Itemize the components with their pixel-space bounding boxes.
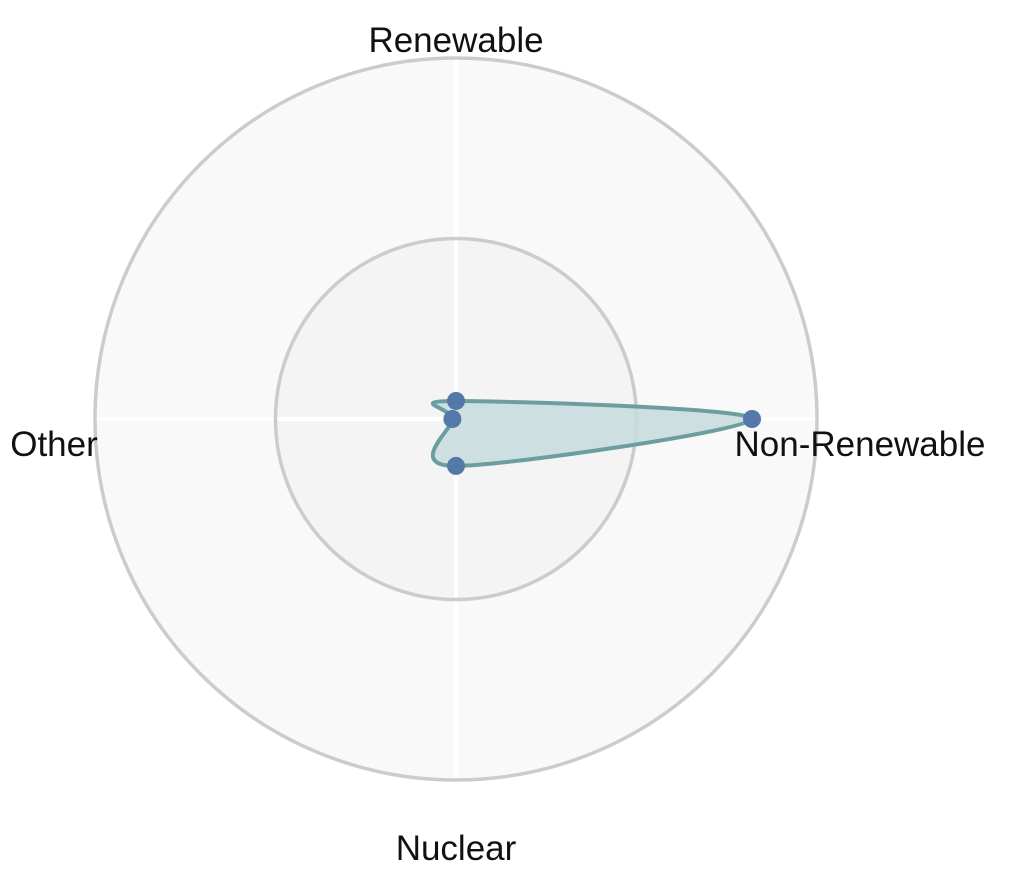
axis-labels: Renewable Non-Renewable Nuclear Other — [10, 21, 985, 868]
data-point-other[interactable] — [443, 410, 462, 428]
gridline-ring-100 — [93, 56, 819, 782]
axis-label-nuclear: Nuclear — [396, 829, 517, 868]
data-point-renewable[interactable] — [447, 391, 465, 410]
data-point-non-renewable[interactable] — [743, 410, 762, 428]
axis-label-renewable: Renewable — [368, 21, 543, 60]
axis-label-other: Other — [10, 425, 98, 464]
data-point-nuclear[interactable] — [447, 456, 465, 475]
axis-label-non-renewable: Non-Renewable — [735, 425, 986, 464]
series-layer — [430, 391, 762, 475]
